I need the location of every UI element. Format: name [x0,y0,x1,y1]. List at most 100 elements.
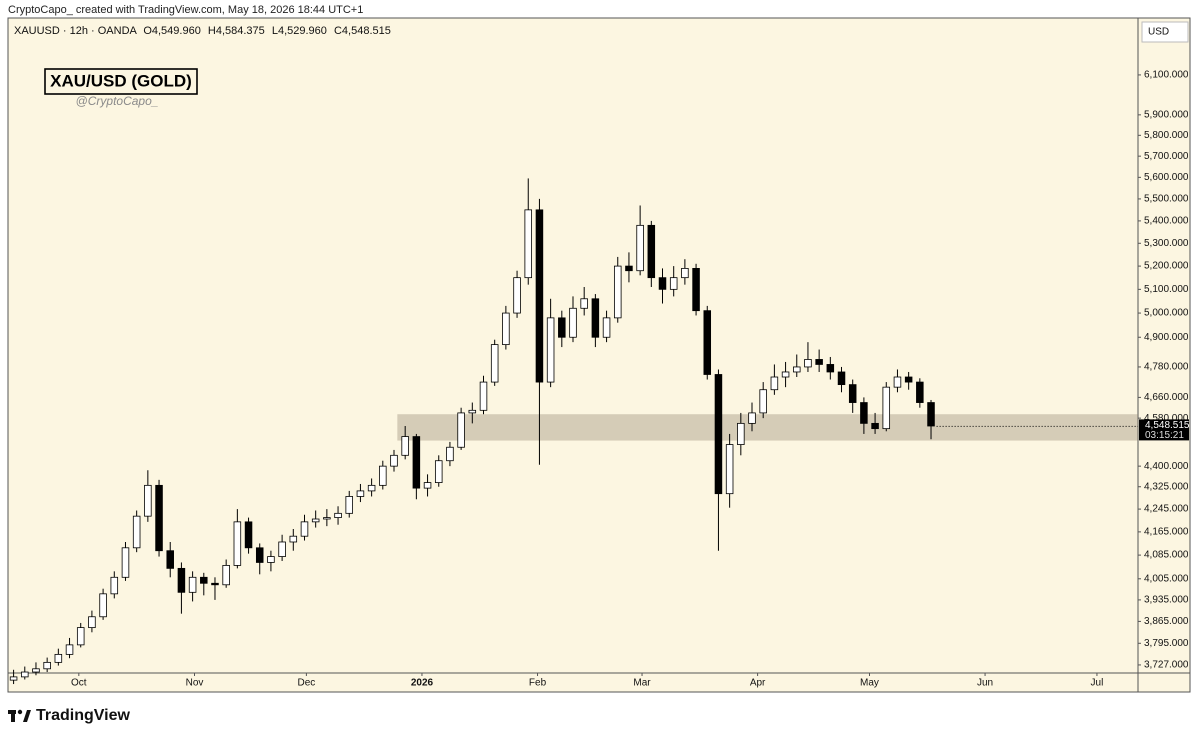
brand: TradingView [36,707,131,724]
candle-body [546,317,555,383]
candle-body [32,668,40,673]
candle-body [278,541,286,557]
y-tick-label: 4,660.000 [1144,392,1189,403]
brand-logo [8,709,31,722]
y-tick-label: 5,600.000 [1144,172,1189,183]
candle-body [669,277,678,290]
ohlc-close: C4,548.515 [334,25,391,37]
x-tick-label: Jul [1091,678,1104,689]
candle-body [759,389,767,414]
candle-body [703,310,712,375]
y-tick-label: 4,900.000 [1144,332,1189,343]
candle-body [737,422,745,445]
candle-body [714,374,723,495]
currency-box [1141,21,1189,43]
countdown: 03:15:21 [1145,430,1184,441]
candle-body [356,490,365,497]
candle-body [99,593,107,618]
y-tick-label: 4,165.000 [1144,527,1189,538]
candle-body [267,556,275,563]
logo-part [23,710,31,722]
attribution: CryptoCapo_ created with TradingView.com… [8,4,363,16]
x-tick-label: Jun [977,678,993,689]
candle-body [88,616,96,629]
symbol: XAUUSD · 12h · OANDA [14,25,138,37]
x-tick-label: 2026 [411,678,434,689]
logo-part [11,710,15,722]
symbol-line: XAUUSD · 12h · OANDA O4,549.960 H4,584.3… [14,25,391,37]
logo-part [17,709,23,715]
candle-body [144,484,152,517]
candle-body [647,224,656,279]
ohlc-high: H4,584.375 [208,25,265,37]
y-tick-label: 5,100.000 [1144,284,1189,295]
x-tick-label: Nov [186,678,204,689]
y-tick-label: 4,325.000 [1144,481,1189,492]
candle-body [904,376,913,383]
candle-body [65,644,74,655]
y-tick-label: 4,005.000 [1144,573,1189,584]
candle-body [535,209,544,383]
candle-body [289,535,298,543]
candle-body [871,422,879,430]
x-tick-label: Feb [529,678,547,689]
title-box [44,68,198,95]
candle-body [468,409,477,414]
y-tick-label: 5,500.000 [1144,194,1189,205]
candle-body [244,521,253,549]
candle-body [379,465,387,486]
y-tick-label: 5,400.000 [1144,216,1189,227]
candle-body [166,550,174,569]
y-tick-label: 3,795.000 [1144,638,1189,649]
candle-body [21,671,29,678]
candle-body [681,267,689,279]
candle-body [927,402,935,427]
candle-body [848,384,857,403]
candle-body [9,676,18,681]
ohlc-low: L4,529.960 [272,25,327,37]
candle-body [826,364,835,373]
candle-body [155,484,163,552]
candle-body [323,517,331,520]
candle-body [401,436,409,456]
candle-body [76,627,85,646]
candle-body [658,277,667,290]
candle-body [334,512,342,518]
x-tick-label: Oct [71,678,87,689]
y-tick-label: 4,580.000 [1144,413,1189,424]
candle-body [54,653,63,663]
x-tick-label: Dec [297,678,315,689]
y-tick-label: 5,300.000 [1144,238,1189,249]
y-tick-label: 5,900.000 [1144,109,1189,120]
y-tick-label: 4,085.000 [1144,550,1189,561]
candle-body [233,521,242,566]
candle-body [479,381,488,411]
y-tick-label: 4,400.000 [1144,461,1189,472]
candle-body [412,436,421,489]
y-tick-label: 3,865.000 [1144,616,1189,627]
candle-body [580,298,588,309]
candle-body [434,460,443,483]
candle-body [613,265,622,319]
candle-body [793,366,801,373]
candle-body [781,371,790,378]
y-tick-label: 3,935.000 [1144,595,1189,606]
y-tick-label: 3,727.000 [1144,660,1189,671]
last-price-box [1139,419,1189,441]
candle-body [311,518,320,523]
x-tick-label: May [860,678,879,689]
currency: USD [1148,27,1169,38]
candle-body [815,359,823,365]
y-tick-label: 5,200.000 [1144,261,1189,272]
candle-body [513,277,521,314]
candle-body [423,482,432,489]
candle-body [636,224,644,272]
chart-title: XAU/USD (GOLD) [50,71,192,90]
candle-body [602,317,611,338]
candle-body [692,267,700,312]
candle-body [367,484,376,492]
candle-body [804,359,812,368]
candle-body [255,547,264,563]
candle-body [591,298,600,338]
